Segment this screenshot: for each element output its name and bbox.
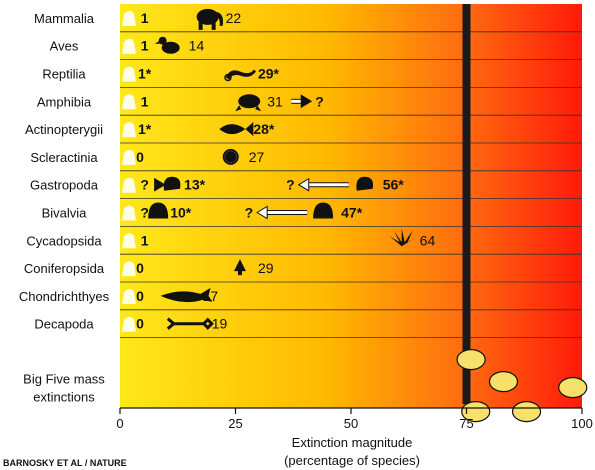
current-value-cycadopsida: 1 <box>141 232 149 248</box>
big-five-label-line2: extinctions <box>33 390 95 405</box>
lobster-icon <box>166 317 214 330</box>
current-value-scleractinia: 0 <box>136 149 144 165</box>
row-gridlines <box>120 31 582 339</box>
row-label-decapoda: Decapoda <box>34 317 94 332</box>
current-value-aves: 1 <box>141 38 149 54</box>
projected-value-cycadopsida: 64 <box>420 232 436 248</box>
row-label-reptilia: Reptilia <box>42 67 86 82</box>
row-label-cycadopsida: Cycadopsida <box>26 233 102 248</box>
ammonite-icon <box>511 401 542 423</box>
x-tick-label: 0 <box>116 416 123 431</box>
projected-value-reptilia: 29* <box>258 66 280 82</box>
fish-icon <box>219 122 254 137</box>
row-label-chondrichthyes: Chondrichthyes <box>19 289 110 304</box>
value-marks: 1 22 1 14 1* 29* 1 31 ? 1* 28* 0 27? 13*? 56*?? 10* 47*?… <box>136 10 435 332</box>
big-five-label-line1: Big Five mass <box>23 372 105 387</box>
plot-background <box>120 4 582 408</box>
projected-value-decapoda: 19 <box>212 316 228 332</box>
snail-icon-white <box>122 177 136 193</box>
projected-value-gastropoda: 56* <box>383 177 405 193</box>
row-label-amphibia: Amphibia <box>37 94 92 109</box>
trilobite-icon <box>558 377 588 399</box>
current-value-amphibia: 1 <box>141 93 149 109</box>
projected-arrow-amphibia-label: ? <box>315 93 324 109</box>
current-value-mammalia: 1 <box>141 10 149 26</box>
projected-arrow-amphibia: ? <box>291 93 324 109</box>
x-axis-title-line2: (percentage of species) <box>284 453 420 468</box>
frog-icon <box>235 94 262 112</box>
mid-arrow-gastropoda-label: ? <box>169 177 178 193</box>
current-value-bivalvia: ? <box>140 205 149 221</box>
projected-arrow-gastropoda-label: ? <box>286 177 295 193</box>
projected-arrow-gastropoda: ? <box>286 177 349 193</box>
projected-value-mammalia: 22 <box>226 10 242 26</box>
projected-value-scleractinia: 27 <box>249 149 265 165</box>
shark-icon-white <box>122 288 136 304</box>
mammoth-icon <box>196 8 224 30</box>
organism-icons <box>122 8 418 332</box>
projected-value-coniferopsida: 29 <box>258 260 274 276</box>
mid-value-bivalvia: 10* <box>170 205 192 221</box>
snail-icon <box>163 176 181 191</box>
mammoth-icon-white <box>122 10 136 26</box>
frog-icon-white <box>122 94 136 110</box>
brachiopod-icon <box>461 401 491 423</box>
x-tick-label: 75 <box>459 416 473 431</box>
clam-icon <box>148 202 169 219</box>
row-labels: Mammalia Aves Reptilia Amphibia Actinopteryg… <box>19 11 110 332</box>
x-tick-label: 25 <box>228 416 242 431</box>
current-value-coniferopsida: 0 <box>136 260 144 276</box>
shark-icon <box>160 287 213 303</box>
current-value-gastropoda: ? <box>140 177 149 193</box>
row-label-gastropoda: Gastropoda <box>30 178 99 193</box>
dinosaur-skull-icon <box>456 349 486 371</box>
mid-arrow-gastropoda: ? <box>154 177 178 193</box>
projected-value-aves: 14 <box>189 38 205 54</box>
projected-arrow-bivalvia: ? <box>245 205 308 221</box>
snail-icon <box>356 176 374 191</box>
row-label-aves: Aves <box>50 39 79 54</box>
dodo-icon <box>154 36 180 54</box>
x-tick-label: 100 <box>571 416 593 431</box>
coral-icon <box>222 148 239 165</box>
x-axis-ticks: 0 25 50 75 100 <box>116 408 593 431</box>
x-tick-label: 50 <box>344 416 358 431</box>
coral-icon-white <box>122 149 136 165</box>
row-label-scleractinia: Scleractinia <box>30 150 98 165</box>
lizard-icon-white <box>122 66 136 82</box>
row-label-mammalia: Mammalia <box>34 11 95 26</box>
conifer-icon-white <box>122 261 136 277</box>
current-value-chondrichthyes: 0 <box>136 288 144 304</box>
row-label-coniferopsida: Coniferopsida <box>24 261 105 276</box>
cycad-icon <box>389 228 418 247</box>
lobster-icon-white <box>122 316 136 332</box>
credit-label: BARNOSKY ET AL / NATURE <box>3 458 127 468</box>
reptile-skull-icon <box>488 371 519 393</box>
fish-icon-white <box>122 122 136 138</box>
mid-value-gastropoda: 13* <box>184 177 206 193</box>
projected-value-amphibia: 31 <box>267 93 283 109</box>
current-value-actinopterygii: 1* <box>138 121 152 137</box>
dodo-icon-white <box>122 38 136 54</box>
current-value-reptilia: 1* <box>138 66 152 82</box>
projected-arrow-bivalvia-label: ? <box>245 205 254 221</box>
cycad-icon-white <box>122 233 136 249</box>
row-label-actinopterygii: Actinopterygii <box>25 122 103 137</box>
clam-icon-white <box>122 205 136 221</box>
projected-value-chondrichthyes: 17 <box>203 288 219 304</box>
big-five-group: Big Five mass extinctions <box>23 349 588 423</box>
threshold-bar <box>462 4 471 404</box>
current-value-decapoda: 0 <box>136 316 144 332</box>
lizard-icon <box>224 69 256 82</box>
x-axis-title-line1: Extinction magnitude <box>292 435 413 450</box>
clam-icon <box>313 202 334 219</box>
conifer-icon <box>233 259 246 276</box>
projected-value-bivalvia: 47* <box>341 205 363 221</box>
row-label-bivalvia: Bivalvia <box>42 206 88 221</box>
projected-value-actinopterygii: 28* <box>253 121 275 137</box>
